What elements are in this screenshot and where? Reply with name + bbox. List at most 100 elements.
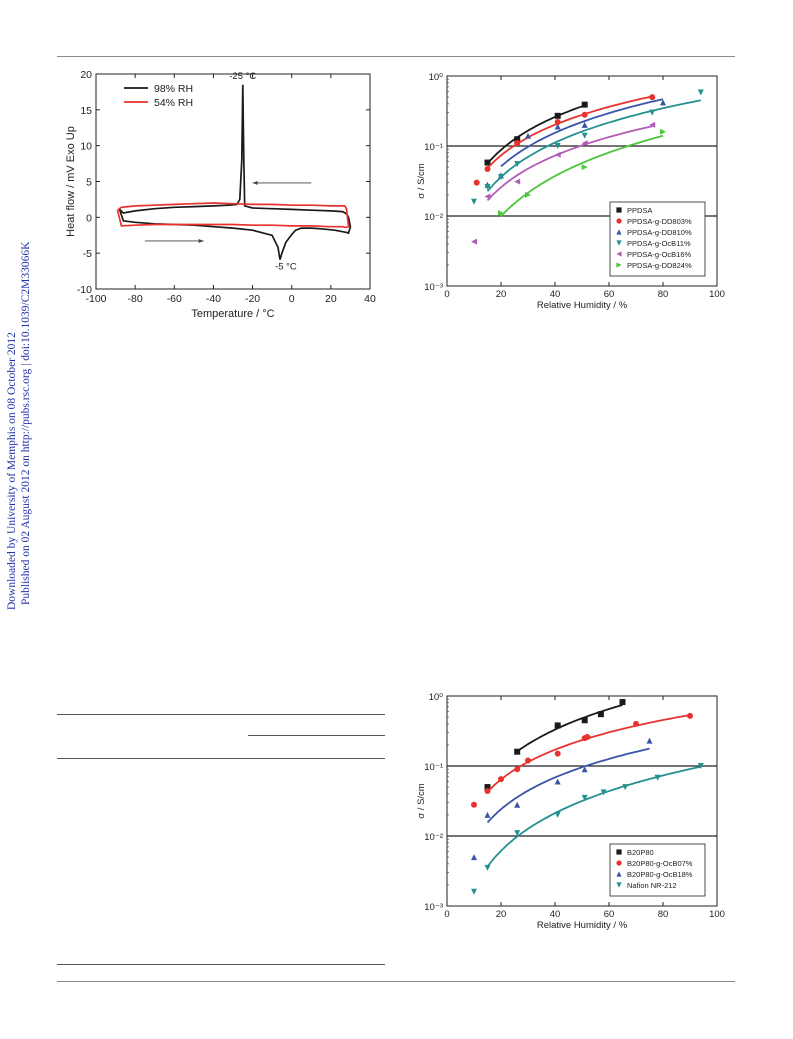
data-point — [554, 151, 561, 158]
plot-frame — [446, 75, 718, 287]
data-point — [584, 733, 591, 740]
x-tick-label: -40 — [206, 293, 221, 305]
x-tick-label: 20 — [496, 909, 507, 920]
fit-curve-6 — [500, 134, 664, 217]
fit-curve-2 — [486, 95, 653, 169]
fit-curve-1 — [486, 104, 586, 165]
fit-curve-5 — [486, 125, 653, 202]
data-point — [581, 164, 588, 171]
data-point — [660, 99, 666, 106]
legend-marker — [616, 262, 622, 268]
x-axis-label: Relative Humidity / % — [537, 300, 628, 311]
y-tick-label: 10 — [80, 141, 92, 153]
legend-label: 98% RH — [154, 83, 193, 95]
data-point — [649, 109, 656, 116]
data-point — [622, 784, 629, 791]
y-tick-label: 20 — [80, 69, 92, 81]
legend-marker — [616, 871, 622, 877]
legend-marker — [616, 860, 622, 866]
fit-curve-4 — [486, 765, 701, 867]
data-point — [554, 143, 561, 149]
peak-annotation: -25 °C — [229, 71, 256, 82]
x-tick-label: 100 — [709, 909, 725, 920]
table-subhead-rule — [248, 735, 385, 736]
y-tick-label: 10⁻¹ — [424, 142, 443, 153]
data-point — [514, 748, 521, 755]
data-point — [646, 737, 653, 744]
data-point — [581, 140, 588, 147]
legend-box — [609, 843, 706, 897]
data-point — [649, 121, 656, 128]
data-point — [484, 864, 491, 871]
plot-frame — [446, 695, 718, 907]
y-tick-label: 10⁻² — [424, 832, 443, 843]
data-point — [484, 787, 491, 794]
data-point — [600, 789, 607, 796]
data-point — [484, 183, 491, 190]
data-point — [554, 722, 561, 729]
data-point — [498, 210, 504, 217]
data-point — [525, 757, 531, 764]
data-point — [525, 191, 531, 198]
data-point — [473, 179, 480, 186]
legend-label: PPDSA-g-OcB16% — [627, 250, 692, 259]
data-point — [581, 132, 588, 139]
data-point — [554, 119, 561, 126]
data-point — [581, 794, 588, 801]
dsc-chart: -100 -80 -60 -40 -20 0 20 40 20 15 10 5 0 -5 -10 Temper… — [65, 69, 376, 320]
x-tick-label: 80 — [658, 909, 669, 920]
plot-frame — [95, 73, 371, 290]
data-point — [484, 159, 491, 166]
legend-label: Nafion NR-212 — [627, 881, 677, 890]
data-point — [554, 811, 561, 818]
data-point — [581, 111, 588, 118]
series-line-1 — [118, 84, 352, 260]
conductivity-chart-b20p80: 0 20 40 60 80 100 10⁰ 10⁻¹ 10⁻² 10⁻³ Relative Humi… — [416, 692, 725, 931]
data-point — [514, 801, 521, 808]
table-top-rule — [57, 714, 385, 715]
fit-curve-4 — [486, 99, 701, 192]
legend-label: PPDSA-g-DD810% — [627, 228, 692, 237]
x-tick-label: 40 — [550, 289, 561, 300]
data-point — [581, 766, 588, 773]
data-point — [581, 121, 588, 128]
fit-curve-3 — [500, 98, 664, 168]
x-tick-label: 80 — [658, 289, 669, 300]
table-bottom-rule — [57, 964, 385, 965]
x-tick-label: -60 — [167, 293, 182, 305]
data-point — [498, 174, 504, 181]
legend-label: B20P80-g-OcB18% — [627, 870, 693, 879]
data-point — [498, 776, 504, 783]
data-point — [514, 161, 521, 168]
legend-marker — [616, 240, 622, 246]
x-tick-label: 100 — [709, 289, 725, 300]
legend-marker — [616, 207, 622, 213]
data-point — [471, 801, 477, 808]
y-axis-label: σ / S/cm — [416, 783, 427, 819]
y-tick-label: 10⁰ — [429, 72, 444, 83]
data-point — [633, 720, 639, 727]
x-tick-label: 0 — [289, 293, 295, 305]
data-point — [581, 101, 588, 108]
x-tick-label: 60 — [604, 289, 615, 300]
data-point — [484, 811, 491, 818]
publication-notice: Published on 02 August 2012 on http://pu… — [20, 241, 32, 605]
x-tick-label: 40 — [364, 293, 376, 305]
y-tick-label: 10⁻² — [424, 212, 443, 223]
x-tick-label: -20 — [245, 293, 260, 305]
data-point — [514, 766, 521, 773]
data-point — [660, 128, 666, 135]
fit-curve-1 — [516, 704, 623, 753]
data-point — [525, 132, 531, 139]
data-point — [471, 198, 477, 205]
legend-label: PPDSA — [627, 206, 652, 215]
y-axis-label: Heat flow / mV Exo Up — [65, 126, 77, 237]
x-tick-label: 60 — [604, 909, 615, 920]
header-rule — [57, 56, 735, 57]
x-tick-label: -80 — [128, 293, 143, 305]
data-point — [581, 717, 588, 724]
data-point — [471, 854, 477, 861]
legend-marker — [616, 251, 622, 257]
legend-label: B20P80-g-OcB07% — [627, 859, 693, 868]
legend-marker — [616, 882, 622, 888]
